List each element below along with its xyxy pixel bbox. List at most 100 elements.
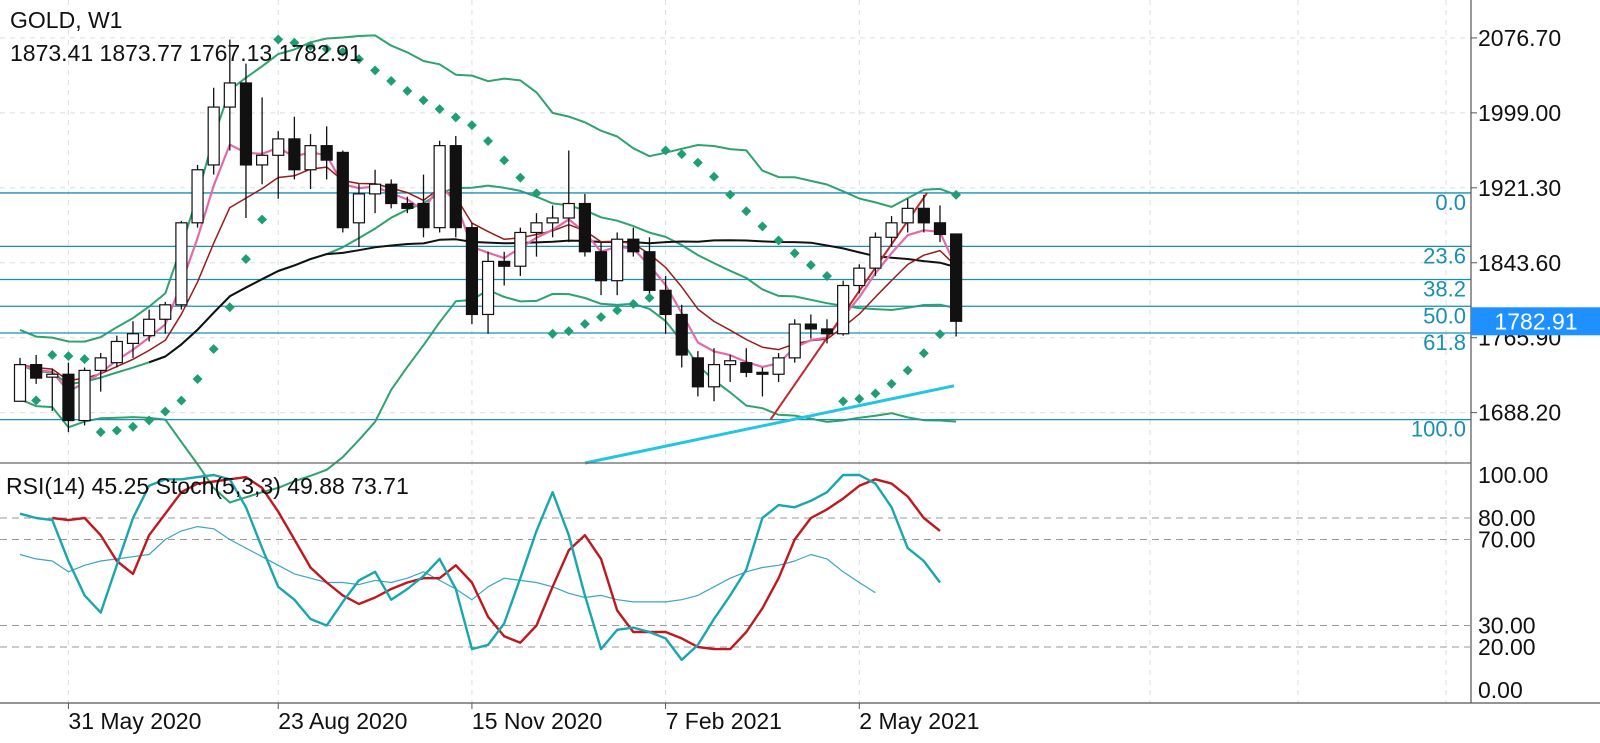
indicator-tick-label: 80.00 — [1478, 505, 1536, 531]
indicator-tick-label: 30.00 — [1478, 613, 1536, 639]
psar-dot — [466, 120, 477, 131]
psar-dot — [838, 396, 849, 407]
price-tick-label: 1921.30 — [1478, 175, 1561, 201]
psar-dot — [386, 76, 397, 86]
indicator-readout: RSI(14) 45.25 Stoch(5,3,3) 49.88 73.71 — [6, 473, 409, 499]
fib-level-label: 50.0 — [1423, 303, 1466, 328]
psar-dot — [692, 157, 703, 168]
grid — [0, 0, 1471, 703]
price-tick-label: 1688.20 — [1478, 400, 1561, 426]
candle-bull — [901, 207, 914, 224]
stoch-d-line — [52, 475, 941, 651]
candle-bull — [481, 260, 495, 316]
candle-bull — [110, 340, 123, 364]
candle-bull — [175, 222, 188, 306]
psar-dot — [870, 388, 881, 399]
candle-bull — [94, 357, 107, 371]
candle-bull — [143, 318, 156, 337]
candle-bull — [837, 284, 850, 335]
candle-bear — [740, 362, 753, 373]
candle-bull — [256, 154, 269, 166]
psar-dot — [741, 206, 752, 217]
ohlc-readout: 1873.41 1873.77 1767.13 1782.91 — [10, 40, 362, 66]
candle-bull — [853, 267, 866, 287]
candle-bull — [207, 106, 220, 166]
candle-bull — [707, 364, 721, 388]
candle-bull — [223, 82, 236, 108]
psar-dot — [450, 112, 461, 123]
indicator-levels — [0, 517, 1471, 648]
candle-bear — [288, 138, 301, 171]
psar-dot — [208, 344, 219, 355]
trend-lines — [584, 192, 955, 465]
psar-dot — [111, 425, 122, 436]
candle-bull — [772, 357, 785, 375]
candle-bull — [885, 222, 898, 238]
candle-bull — [514, 231, 527, 267]
psar-dot — [902, 365, 913, 376]
candle-bull — [546, 217, 559, 224]
candle-bear — [239, 82, 253, 166]
candle-bull — [368, 183, 382, 195]
candle-bull — [272, 138, 285, 156]
timeframe-label: W1 — [88, 7, 123, 33]
candle-bull — [611, 238, 624, 282]
price-tick-label: 2076.70 — [1478, 25, 1561, 51]
candle-bear — [933, 222, 947, 235]
psar-dot — [160, 406, 171, 417]
psar-dot — [257, 214, 268, 225]
fib-level-label: 38.2 — [1423, 277, 1466, 302]
psar-dot — [596, 312, 606, 322]
indicator-tick-label: 70.00 — [1478, 527, 1536, 553]
candle-bear — [465, 227, 479, 316]
candle-bear — [30, 364, 43, 379]
price-tick-label: 1999.00 — [1478, 100, 1561, 126]
current-price-box — [1471, 307, 1600, 336]
price-tick-label: 1843.60 — [1478, 250, 1561, 276]
psar-dot — [822, 271, 832, 281]
psar-dot — [628, 299, 639, 309]
candle-bear — [627, 238, 640, 253]
psar-dot — [128, 421, 138, 432]
symbol-name: GOLD — [10, 7, 75, 33]
psar-dot — [918, 348, 929, 359]
candle-bull — [869, 236, 882, 269]
candle-bull — [530, 222, 543, 234]
psar-dot — [176, 395, 187, 406]
psar-dot — [483, 136, 494, 147]
psar-dot — [773, 235, 784, 246]
candle-bear — [643, 251, 656, 291]
time-axis-ticks: 31 May 2020 23 Aug 2020 15 Nov 2020 7 Feb 2… — [67, 703, 979, 734]
candle-bull — [46, 373, 59, 378]
ma-long — [148, 238, 957, 364]
psar-dot — [951, 189, 962, 200]
candle-bull — [352, 193, 366, 224]
fib-level-label: 100.0 — [1411, 417, 1466, 442]
fibonacci-labels: 0.0 23.6 38.250.061.8 100.0 — [1411, 190, 1466, 442]
psar-dot — [144, 415, 155, 426]
candle-bull — [562, 202, 575, 219]
psar-dot — [709, 171, 719, 182]
psar-dot — [612, 305, 623, 316]
psar-dot — [725, 189, 736, 200]
indicator-tick-label: 20.00 — [1478, 634, 1536, 660]
candle-bear — [62, 373, 75, 422]
psar-dot — [499, 155, 510, 166]
psar-dot — [805, 260, 816, 271]
candlesticks — [13, 39, 963, 433]
psar-dot — [192, 374, 203, 384]
symbol-separator: , — [75, 7, 88, 33]
candle-bull — [788, 323, 801, 359]
psar-dot — [370, 65, 381, 76]
psar-dot — [95, 427, 106, 438]
psar-dot — [660, 145, 671, 156]
support-trendline — [584, 384, 955, 465]
candle-bear — [336, 151, 349, 229]
candle-bear — [320, 145, 333, 161]
candle-bull — [433, 145, 446, 229]
psar-dot — [531, 188, 542, 199]
candle-bear — [659, 289, 672, 316]
psar-dot — [402, 85, 413, 96]
psar-dot — [935, 329, 945, 340]
candle-bull — [78, 369, 91, 422]
